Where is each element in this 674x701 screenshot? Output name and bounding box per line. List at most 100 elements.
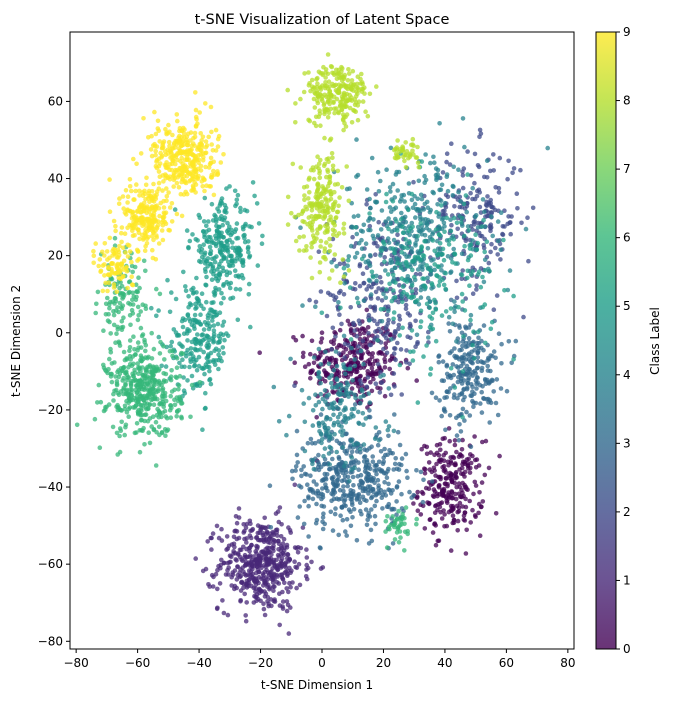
scatter-point [224,229,230,234]
scatter-point [489,319,495,325]
scatter-point [211,358,216,363]
scatter-point [317,111,323,117]
scatter-point [326,156,331,161]
scatter-point [513,338,519,344]
scatter-point [479,504,484,510]
scatter-point [395,228,400,233]
scatter-point [124,356,129,361]
scatter-point [451,505,456,511]
scatter-point [386,308,391,314]
scatter-point [460,339,466,344]
scatter-point [384,545,390,550]
scatter-point [439,516,445,521]
scatter-point [206,326,212,332]
scatter-point [443,494,449,499]
scatter-point [399,456,405,461]
scatter-point [194,368,200,373]
scatter-point [446,426,452,431]
scatter-point [445,194,451,200]
scatter-point [156,424,162,430]
scatter-point [445,188,451,194]
scatter-point [215,144,221,149]
scatter-point [321,191,327,196]
scatter-point [325,52,331,57]
scatter-point [456,413,461,419]
scatter-point [196,363,202,369]
scatter-point [459,447,465,452]
scatter-point [493,400,499,406]
scatter-point [126,300,131,306]
scatter-point [337,388,342,394]
scatter-point [484,175,490,180]
scatter-point [430,232,435,237]
scatter-point [345,375,351,380]
scatter-point [361,422,366,428]
scatter-point [346,198,352,204]
scatter-point [172,207,178,212]
scatter-point [391,371,397,376]
scatter-point [273,539,278,544]
scatter-point [169,161,175,167]
scatter-point [466,336,472,341]
scatter-point [179,350,184,356]
scatter-point [176,383,182,388]
scatter-point [358,381,364,386]
scatter-point [220,345,226,350]
scatter-point [174,375,179,381]
scatter-point [422,173,427,179]
scatter-point [369,388,375,394]
scatter-point [422,467,428,472]
scatter-point [179,400,185,406]
scatter-point [409,283,415,288]
scatter-point [242,239,248,245]
scatter-point [189,339,195,345]
scatter-point [228,232,234,238]
scatter-point [227,184,232,189]
scatter-point [343,470,349,475]
scatter-point [461,201,467,207]
scatter-point [345,483,351,489]
scatter-point [322,388,328,393]
scatter-point [498,257,503,262]
scatter-point [391,206,397,212]
scatter-point [217,233,222,238]
scatter-point [342,102,347,107]
scatter-point [245,572,250,578]
scatter-point [376,219,382,225]
scatter-point [364,287,370,292]
scatter-point [262,612,268,618]
scatter-point [383,452,388,458]
scatter-point [376,189,382,194]
scatter-point [280,576,286,581]
scatter-point [399,491,404,497]
scatter-point [350,502,355,508]
scatter-point [391,319,396,325]
scatter-point [331,94,337,100]
scatter-point [394,484,400,489]
scatter-point [286,413,292,419]
scatter-point [122,403,128,409]
scatter-point [330,236,336,242]
scatter-point [403,306,409,312]
scatter-point [396,479,402,484]
scatter-point [433,503,439,508]
scatter-point [101,328,106,334]
scatter-point [208,248,214,254]
scatter-point [243,613,248,618]
scatter-point [128,357,133,362]
scatter-point [134,161,139,167]
scatter-point [368,296,374,301]
scatter-point [211,168,216,174]
scatter-point [401,192,407,198]
scatter-point [179,343,184,348]
scatter-point [353,94,359,99]
scatter-point [326,451,332,456]
scatter-point [332,431,337,437]
scatter-point [386,317,391,323]
scatter-point [318,391,324,397]
scatter-point [341,477,347,483]
scatter-point [117,433,122,439]
scatter-point [359,256,365,262]
scatter-point [317,269,323,275]
scatter-point [440,436,446,442]
